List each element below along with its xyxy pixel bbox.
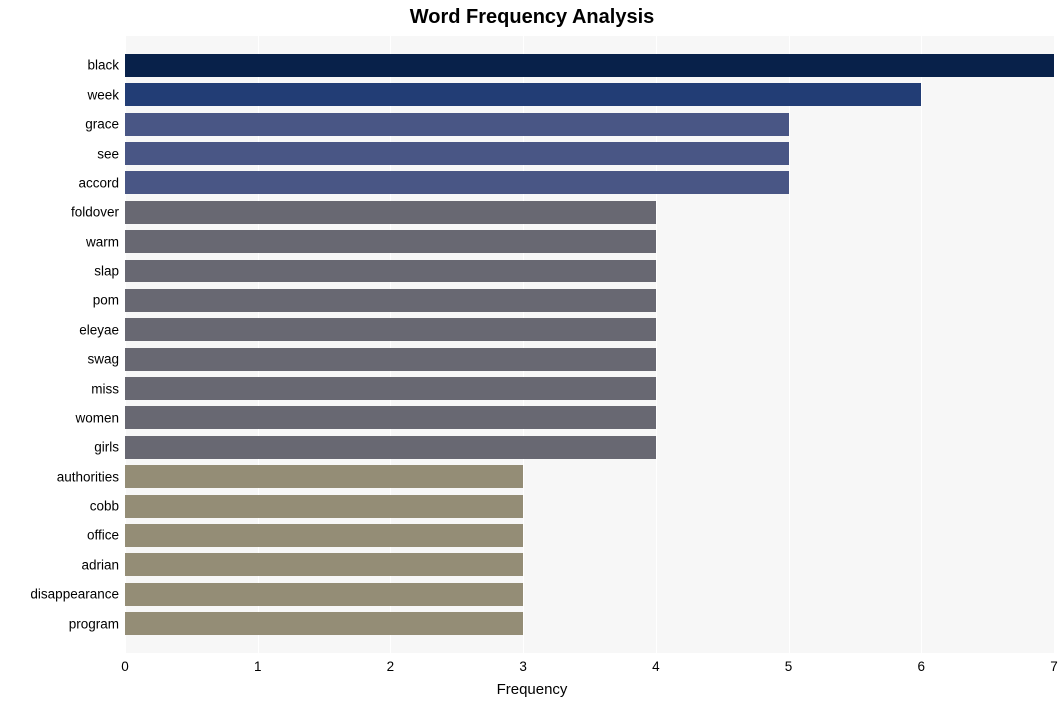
x-tick-label: 5 bbox=[785, 653, 793, 674]
y-tick-label: grace bbox=[85, 117, 125, 132]
x-tick-label: 6 bbox=[918, 653, 926, 674]
y-tick-label: swag bbox=[87, 352, 125, 367]
bar-row: cobb bbox=[125, 495, 1054, 518]
bar bbox=[125, 553, 523, 576]
bar-row: swag bbox=[125, 348, 1054, 371]
y-tick-label: week bbox=[87, 87, 125, 102]
bar bbox=[125, 54, 1054, 77]
y-tick-label: women bbox=[75, 410, 125, 425]
bar-row: foldover bbox=[125, 201, 1054, 224]
bar bbox=[125, 348, 656, 371]
x-tick-label: 2 bbox=[387, 653, 395, 674]
y-tick-label: slap bbox=[94, 264, 125, 279]
bar-row: miss bbox=[125, 377, 1054, 400]
y-tick-label: see bbox=[97, 146, 125, 161]
bar-row: eleyae bbox=[125, 318, 1054, 341]
y-tick-label: eleyae bbox=[79, 322, 125, 337]
y-tick-label: warm bbox=[86, 234, 125, 249]
y-tick-label: disappearance bbox=[30, 587, 125, 602]
gridline bbox=[1054, 36, 1055, 653]
bar bbox=[125, 612, 523, 635]
y-tick-label: program bbox=[69, 616, 125, 631]
bar bbox=[125, 436, 656, 459]
bar-row: slap bbox=[125, 260, 1054, 283]
bar-row: grace bbox=[125, 113, 1054, 136]
bar-row: week bbox=[125, 83, 1054, 106]
y-tick-label: office bbox=[87, 528, 125, 543]
bar bbox=[125, 171, 789, 194]
bar-row: pom bbox=[125, 289, 1054, 312]
bar bbox=[125, 495, 523, 518]
bar bbox=[125, 201, 656, 224]
x-tick-label: 4 bbox=[652, 653, 660, 674]
bar-row: girls bbox=[125, 436, 1054, 459]
bar bbox=[125, 524, 523, 547]
bar bbox=[125, 142, 789, 165]
bar-row: authorities bbox=[125, 465, 1054, 488]
bar-row: adrian bbox=[125, 553, 1054, 576]
plot-area: 01234567blackweekgraceseeaccordfoldoverw… bbox=[125, 36, 1054, 653]
bar bbox=[125, 465, 523, 488]
bar-row: warm bbox=[125, 230, 1054, 253]
x-tick-label: 0 bbox=[121, 653, 129, 674]
y-tick-label: foldover bbox=[71, 205, 125, 220]
bar bbox=[125, 113, 789, 136]
chart-title: Word Frequency Analysis bbox=[0, 6, 1064, 29]
y-tick-label: accord bbox=[78, 175, 125, 190]
x-tick-label: 7 bbox=[1050, 653, 1058, 674]
y-tick-label: adrian bbox=[81, 557, 125, 572]
bar-row: office bbox=[125, 524, 1054, 547]
bar-row: program bbox=[125, 612, 1054, 635]
y-tick-label: pom bbox=[93, 293, 125, 308]
y-tick-label: authorities bbox=[57, 469, 125, 484]
bar-row: see bbox=[125, 142, 1054, 165]
bar-row: disappearance bbox=[125, 583, 1054, 606]
y-tick-label: cobb bbox=[90, 499, 125, 514]
bar bbox=[125, 289, 656, 312]
bar bbox=[125, 260, 656, 283]
bar bbox=[125, 230, 656, 253]
x-axis-title: Frequency bbox=[0, 681, 1064, 698]
word-frequency-chart: Word Frequency Analysis 01234567blackwee… bbox=[0, 0, 1064, 701]
bar bbox=[125, 83, 921, 106]
y-tick-label: black bbox=[87, 58, 125, 73]
bar bbox=[125, 406, 656, 429]
bar bbox=[125, 583, 523, 606]
x-tick-label: 3 bbox=[519, 653, 527, 674]
bar bbox=[125, 377, 656, 400]
x-tick-label: 1 bbox=[254, 653, 262, 674]
bar-row: black bbox=[125, 54, 1054, 77]
y-tick-label: miss bbox=[91, 381, 125, 396]
bar-row: women bbox=[125, 406, 1054, 429]
y-tick-label: girls bbox=[94, 440, 125, 455]
bar-row: accord bbox=[125, 171, 1054, 194]
bar bbox=[125, 318, 656, 341]
